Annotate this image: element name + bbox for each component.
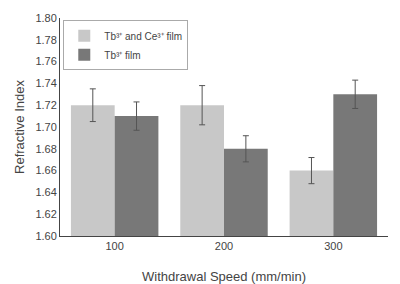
svg-text:1.74: 1.74 (35, 77, 56, 89)
svg-text:1.78: 1.78 (35, 34, 56, 46)
svg-text:1.60: 1.60 (35, 230, 56, 242)
svg-text:1.72: 1.72 (35, 99, 56, 111)
svg-text:1.70: 1.70 (35, 121, 56, 133)
svg-text:Refractive Index: Refractive Index (12, 80, 27, 174)
svg-text:1.76: 1.76 (35, 55, 56, 67)
svg-text:Tb³⁺ film: Tb³⁺ film (104, 50, 140, 61)
svg-text:1.68: 1.68 (35, 143, 56, 155)
svg-text:1.62: 1.62 (35, 208, 56, 220)
svg-text:Withdrawal Speed (mm/min): Withdrawal Speed (mm/min) (142, 269, 306, 284)
svg-text:1.66: 1.66 (35, 164, 56, 176)
svg-text:1.64: 1.64 (35, 186, 56, 198)
svg-text:300: 300 (324, 240, 342, 252)
svg-text:1.80: 1.80 (35, 12, 56, 24)
svg-text:200: 200 (215, 240, 233, 252)
svg-text:Tb³⁺ and Ce³⁺ film: Tb³⁺ and Ce³⁺ film (104, 31, 182, 42)
svg-text:100: 100 (105, 240, 123, 252)
